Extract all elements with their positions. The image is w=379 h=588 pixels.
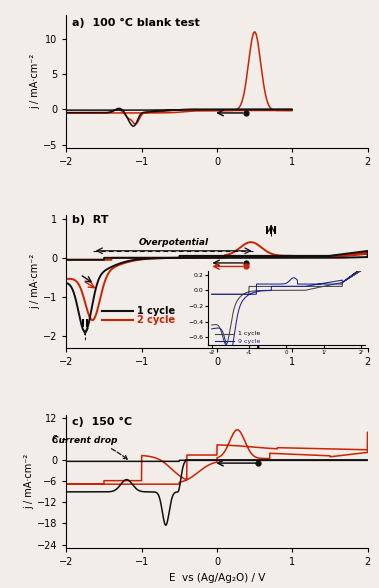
Text: II: II [81, 319, 89, 329]
Text: 1 cycle: 1 cycle [137, 306, 175, 316]
Text: I: I [256, 338, 261, 352]
Text: Current drop: Current drop [52, 436, 127, 459]
Text: b)  RT: b) RT [72, 215, 108, 225]
Y-axis label: j / mA·cm⁻²: j / mA·cm⁻² [30, 54, 40, 109]
Y-axis label: j / mA·cm⁻²: j / mA·cm⁻² [24, 454, 34, 509]
Text: III: III [265, 226, 277, 236]
X-axis label: E  vs (Ag/Ag₂O) / V: E vs (Ag/Ag₂O) / V [169, 573, 265, 583]
Text: Overpotential: Overpotential [138, 238, 208, 247]
Text: a)  100 °C blank test: a) 100 °C blank test [72, 18, 199, 28]
Y-axis label: j / mA·cm⁻²: j / mA·cm⁻² [30, 254, 40, 309]
Text: c)  150 °C: c) 150 °C [72, 416, 132, 426]
Text: 2 cycle: 2 cycle [137, 315, 175, 325]
